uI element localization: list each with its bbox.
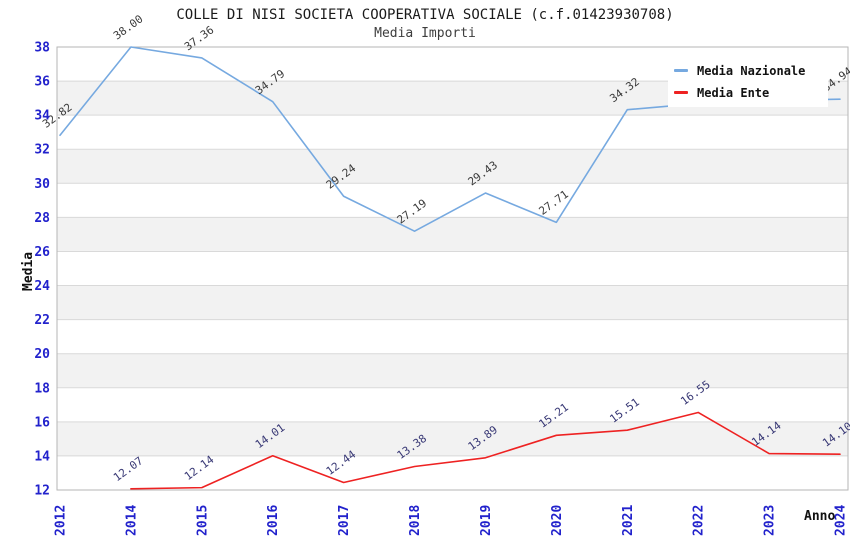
plot-band [57, 251, 848, 286]
series-line-media-ente [130, 411, 841, 490]
data-label: 38.00 [111, 12, 145, 42]
y-tick-label: 34 [34, 109, 50, 124]
x-tick-label: 2016 [266, 505, 281, 536]
y-tick-label: 32 [34, 143, 50, 158]
plot-band [57, 285, 848, 320]
plot-band [57, 319, 848, 354]
x-tick-label: 2020 [550, 505, 565, 536]
x-tick-label: 2019 [479, 505, 494, 536]
y-tick-label: 26 [34, 245, 50, 260]
plot-border [56, 46, 849, 491]
plot-band [57, 183, 848, 218]
legend: Media Nazionale Media Ente [668, 56, 828, 107]
chart-subtitle: Media Importi [374, 26, 476, 41]
chart-title: COLLE DI NISI SOCIETA COOPERATIVA SOCIAL… [176, 7, 674, 23]
x-axis-title: Anno [804, 509, 836, 524]
y-tick-label: 12 [34, 484, 50, 499]
x-tick-label: 2014 [124, 505, 139, 536]
legend-item-media-nazionale: Media Nazionale [674, 63, 822, 78]
y-tick-label: 20 [34, 347, 50, 362]
plot-band [57, 115, 848, 150]
x-tick-label: 2018 [408, 505, 423, 536]
plot-band [57, 217, 848, 252]
y-tick-label: 30 [34, 177, 50, 192]
x-tick-label: 2024 [834, 505, 849, 536]
legend-label: Media Nazionale [697, 63, 806, 78]
y-tick-label: 22 [34, 313, 50, 328]
plot-band [57, 421, 848, 456]
legend-marker-line-icon [674, 69, 688, 72]
legend-item-media-ente: Media Ente [674, 85, 822, 100]
y-axis-title: Media [21, 251, 36, 291]
plot-band [57, 149, 848, 184]
y-tick-label: 28 [34, 211, 50, 226]
y-tick-label: 14 [34, 449, 50, 464]
plot-band [57, 387, 848, 422]
y-tick-label: 16 [34, 415, 50, 430]
x-tick-label: 2012 [54, 505, 69, 536]
legend-marker-line-icon [674, 91, 688, 94]
y-tick-label: 18 [34, 381, 50, 396]
x-tick-label: 2015 [195, 505, 210, 536]
x-tick-label: 2022 [692, 505, 707, 536]
x-tick-label: 2021 [621, 505, 636, 536]
plot-band [57, 353, 848, 388]
y-tick-label: 36 [34, 75, 50, 90]
y-tick-label: 38 [34, 41, 50, 56]
legend-label: Media Ente [697, 85, 770, 100]
x-tick-label: 2023 [763, 505, 778, 536]
y-tick-label: 24 [34, 279, 50, 294]
x-tick-label: 2017 [337, 505, 352, 536]
